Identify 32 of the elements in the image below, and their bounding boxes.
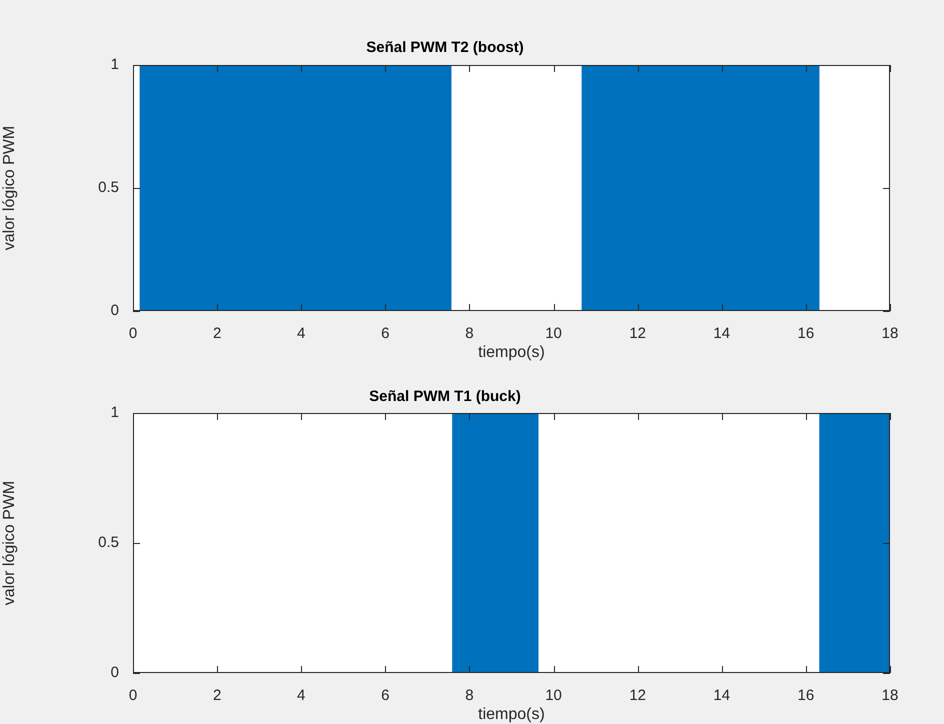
x-tick-label: 8 [465,325,474,342]
chart-title: Señal PWM T2 (boost) [366,39,524,56]
x-tick-label: 8 [465,687,474,704]
y-tick-label: 0.5 [98,534,119,552]
x-tick-label: 4 [297,325,306,342]
x-tick-label: 2 [212,687,222,704]
x-tick-label: 14 [713,687,730,704]
x-tick-label: 6 [381,687,390,704]
x-tick-label: 0 [128,325,138,342]
x-tick-label: 4 [297,687,306,704]
x-tick-label: 14 [713,325,730,342]
x-tick-label: 12 [629,325,646,342]
x-axis-title: tiempo(s) [478,706,545,723]
chart-title: Señal PWM T1 (buck) [369,388,521,406]
x-tick-label: 12 [629,687,646,704]
x-tick-label: 6 [381,325,390,342]
x-tick-label: 2 [212,325,222,342]
y-tick-label: 1 [110,404,119,422]
x-tick-label: 10 [545,325,562,342]
x-axis-title: tiempo(s) [478,344,545,361]
y-tick-label: 0 [110,302,119,320]
x-tick-label: 16 [798,325,814,342]
y-tick-label: 1 [110,56,119,74]
y-axis-title: valor lógico PWM [1,126,18,250]
y-tick-label: 0.5 [98,179,119,196]
x-tick-label: 18 [882,325,898,342]
x-tick-label: 18 [882,687,898,704]
x-tick-label: 0 [128,687,138,704]
x-tick-label: 10 [545,687,562,704]
x-tick-label: 16 [798,687,814,704]
y-tick-label: 0 [110,664,119,682]
y-axis-title: valor lógico PWM [1,480,18,606]
